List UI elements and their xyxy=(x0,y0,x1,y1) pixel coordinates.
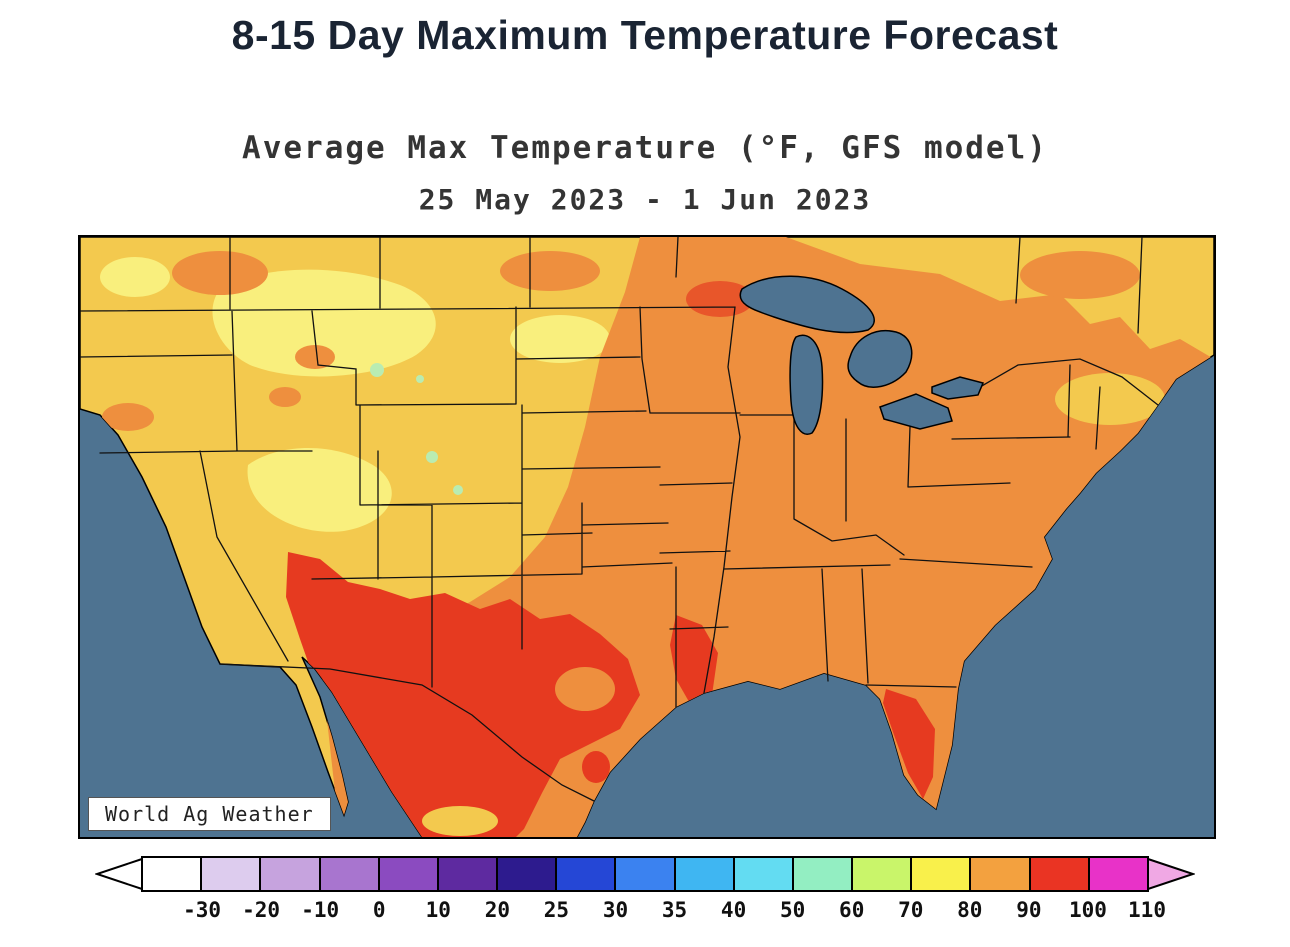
green-patch xyxy=(416,375,424,383)
red-region-florida xyxy=(883,689,935,799)
orange-patch xyxy=(269,387,301,407)
legend-cell xyxy=(202,858,262,890)
legend-tick-label: -30 xyxy=(183,898,222,922)
legend-cell xyxy=(793,858,854,890)
legend-tick-label: 10 xyxy=(425,898,451,922)
page-title: 8-15 Day Maximum Temperature Forecast xyxy=(231,12,1059,58)
orange-patch xyxy=(555,667,615,711)
legend-cell xyxy=(675,858,735,890)
lake-huron xyxy=(847,330,913,388)
legend-tick-label: 25 xyxy=(543,898,570,922)
legend-cell xyxy=(1089,858,1147,890)
map-title: Average Max Temperature (°F, GFS model) xyxy=(242,130,1048,166)
orange-patch xyxy=(172,251,268,295)
legend-tick-label: -10 xyxy=(301,898,340,922)
map-date-range: 25 May 2023 - 1 Jun 2023 xyxy=(418,183,872,216)
orange-patch xyxy=(500,251,600,291)
legend-tick-label: 35 xyxy=(661,898,688,922)
legend-tick-label: 90 xyxy=(1016,898,1042,922)
legend-cell xyxy=(143,858,203,890)
watermark-label: World Ag Weather xyxy=(88,797,331,831)
legend-tick-label: 40 xyxy=(720,898,747,922)
temperature-color-scale: -30 -20 -10 0 10 20 25 30 35 40 50 60 70 80 90 100 110 xyxy=(95,856,1195,922)
lake-ontario xyxy=(931,376,985,400)
legend-tick-label: 100 xyxy=(1068,898,1107,922)
legend-left-arrow xyxy=(95,858,143,890)
legend-cell xyxy=(912,858,972,890)
orange-patch xyxy=(295,345,335,369)
legend-cells xyxy=(143,858,1147,890)
temperature-map: World Ag Weather xyxy=(78,235,1216,839)
pale-yellow-patch xyxy=(510,315,610,363)
legend-bar: -30 -20 -10 0 10 20 25 30 35 40 50 60 70 80 90 100 110 xyxy=(141,856,1166,922)
legend-tick-label: 110 xyxy=(1128,898,1166,922)
legend-cell xyxy=(616,858,676,890)
green-patch xyxy=(370,363,384,377)
pale-yellow-patch xyxy=(247,448,392,532)
gold-patch xyxy=(422,806,498,836)
legend-tick-label: 20 xyxy=(484,898,510,922)
pale-yellow-patch xyxy=(100,257,170,297)
legend-cell xyxy=(853,858,913,890)
legend-cell xyxy=(320,858,380,890)
legend-cell xyxy=(498,858,558,890)
orange-patch xyxy=(1020,251,1140,299)
legend-cell xyxy=(734,858,794,890)
lake-superior xyxy=(739,275,875,334)
state-borders xyxy=(80,237,1159,802)
legend-cell xyxy=(261,858,321,890)
legend-tick-label: 0 xyxy=(372,898,386,922)
legend-tick-label: 30 xyxy=(602,898,629,922)
map-svg xyxy=(80,237,1214,837)
legend-tick-label: -20 xyxy=(242,898,281,922)
lake-erie xyxy=(879,393,953,430)
legend-tick-label: 80 xyxy=(957,898,983,922)
legend-cell xyxy=(557,858,617,890)
legend-tick-label: 60 xyxy=(839,898,865,922)
legend-right-arrow xyxy=(1147,858,1195,890)
red-patch xyxy=(582,751,610,783)
legend-cell xyxy=(971,858,1031,890)
orange-patch xyxy=(102,403,154,431)
lake-michigan xyxy=(789,334,824,435)
legend-tick-label: 70 xyxy=(898,898,924,922)
great-lakes xyxy=(739,275,985,435)
legend-tick-labels: -30 -20 -10 0 10 20 25 30 35 40 50 60 70 80 90 100 110 xyxy=(143,898,1166,924)
green-patch xyxy=(453,485,463,495)
red-patch xyxy=(686,281,754,317)
green-patch xyxy=(426,451,438,463)
legend-tick-label: 50 xyxy=(779,898,806,922)
legend-cell xyxy=(438,858,499,890)
gold-patch xyxy=(1055,373,1165,425)
legend-cell xyxy=(379,858,439,890)
legend-cell xyxy=(1030,858,1090,890)
